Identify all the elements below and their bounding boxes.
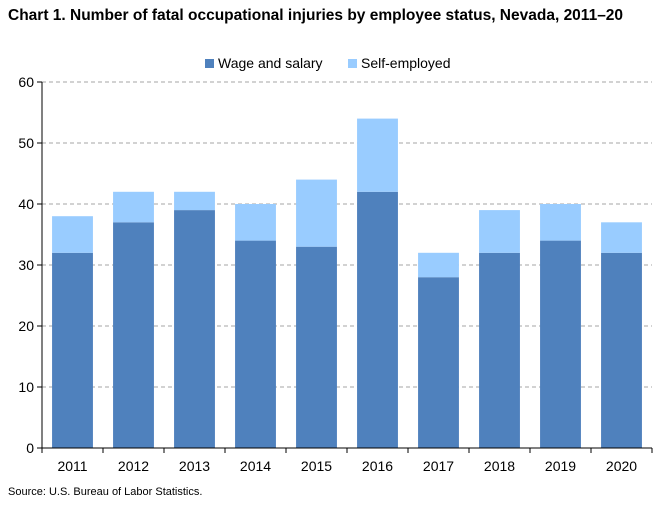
- x-tick-label: 2017: [423, 458, 454, 474]
- x-tick-label: 2016: [362, 458, 393, 474]
- x-tick-label: 2020: [606, 458, 637, 474]
- y-tick-label: 30: [18, 257, 34, 273]
- bar-self-employed-2018: [479, 210, 520, 253]
- bar-wage-and-salary-2016: [357, 191, 398, 449]
- x-tick-label: 2011: [57, 458, 87, 474]
- y-tick-label: 40: [18, 196, 34, 212]
- x-tick-label: 2018: [484, 458, 515, 474]
- bar-self-employed-2017: [418, 252, 459, 278]
- bar-wage-and-salary-2012: [113, 222, 154, 448]
- legend-label-self-employed: Self-employed: [361, 55, 451, 71]
- y-tick-label: 20: [18, 318, 34, 334]
- bar-wage-and-salary-2013: [174, 210, 215, 448]
- y-tick-label: 60: [18, 74, 34, 90]
- x-axis-ticks: 2011 2012 2013 2014 2015 2016 2017 2018 2019 2020: [41, 448, 653, 474]
- bar-wage-and-salary-2018: [479, 252, 520, 448]
- bar-self-employed-2014: [235, 204, 276, 241]
- legend-swatch-wage-and-salary: [205, 59, 214, 68]
- bars: [52, 118, 642, 449]
- bar-wage-and-salary-2019: [540, 240, 581, 448]
- bar-self-employed-2019: [540, 204, 581, 241]
- x-tick-label: 2019: [545, 458, 576, 474]
- y-tick-label: 50: [18, 135, 34, 151]
- y-axis-ticks: 0 10 20 30 40 50 60: [18, 74, 42, 456]
- bar-self-employed-2012: [113, 191, 154, 223]
- y-tick-label: 0: [26, 440, 34, 456]
- bar-self-employed-2020: [601, 222, 642, 253]
- source-note: Source: U.S. Bureau of Labor Statistics.: [8, 486, 203, 498]
- x-tick-label: 2012: [118, 458, 149, 474]
- bar-wage-and-salary-2011: [52, 252, 93, 448]
- x-tick-label: 2015: [301, 458, 332, 474]
- chart-title: Chart 1. Number of fatal occupational in…: [8, 7, 624, 24]
- bar-self-employed-2015: [296, 179, 337, 247]
- bar-self-employed-2011: [52, 216, 93, 253]
- bar-self-employed-2013: [174, 191, 215, 211]
- legend-swatch-self-employed: [348, 59, 357, 68]
- bar-self-employed-2016: [357, 118, 398, 192]
- x-tick-label: 2013: [179, 458, 210, 474]
- legend-label-wage-and-salary: Wage and salary: [218, 55, 323, 71]
- y-tick-label: 10: [18, 379, 34, 395]
- bar-wage-and-salary-2017: [418, 277, 459, 448]
- bar-wage-and-salary-2020: [601, 252, 642, 448]
- x-tick-label: 2014: [240, 458, 271, 474]
- bar-wage-and-salary-2014: [235, 240, 276, 448]
- legend: Wage and salary Self-employed: [205, 55, 451, 71]
- bar-wage-and-salary-2015: [296, 246, 337, 448]
